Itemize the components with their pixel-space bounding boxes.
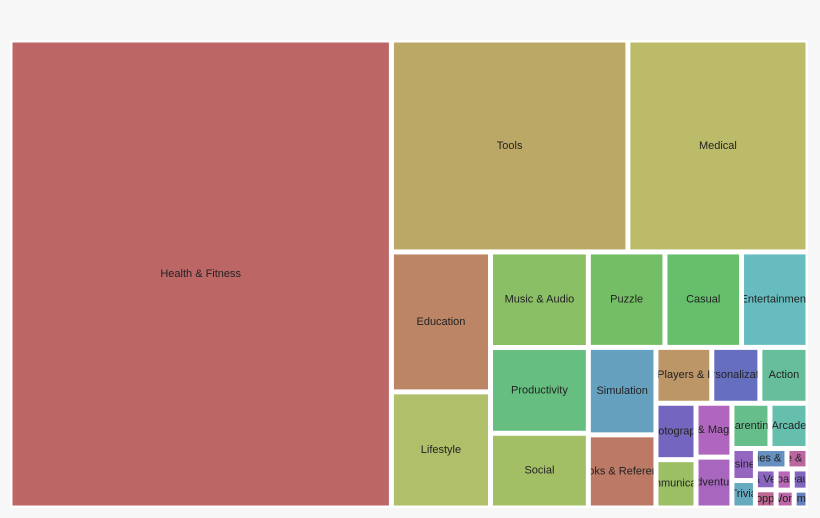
tile-label: Music & Audio bbox=[505, 294, 575, 306]
tile-label: Casual bbox=[686, 294, 720, 306]
treemap-tile bbox=[757, 450, 785, 467]
treemap-tile bbox=[789, 450, 806, 467]
tile-label: Shopping bbox=[742, 493, 789, 505]
treemap-tile bbox=[796, 492, 806, 506]
treemap-tile bbox=[393, 254, 489, 390]
tile-label: Medical bbox=[699, 140, 737, 152]
tile-label: Lifestyle bbox=[421, 444, 461, 456]
tile-label: Tools bbox=[497, 140, 523, 152]
tile-label: Beauty bbox=[783, 473, 818, 485]
treemap-tile bbox=[393, 394, 489, 506]
tile-label: Communication bbox=[638, 478, 714, 490]
treemap-tile bbox=[493, 435, 586, 506]
treemap-tile bbox=[493, 350, 586, 431]
treemap-tile bbox=[393, 42, 626, 250]
tile-label: Arcade bbox=[772, 420, 807, 432]
tile-label: Photography bbox=[645, 425, 708, 437]
tile-label: Trivia bbox=[730, 488, 757, 500]
treemap-tile bbox=[590, 437, 654, 506]
treemap-tile bbox=[590, 254, 663, 345]
treemap-tile bbox=[658, 405, 694, 458]
tile-label: Education bbox=[416, 316, 465, 328]
tile-label: Auto & Vehicles bbox=[727, 473, 805, 485]
tile-label: Health & Fitness bbox=[160, 268, 241, 280]
treemap-tile bbox=[714, 349, 758, 401]
tile-label: Personalization bbox=[698, 369, 773, 381]
treemap-tile bbox=[658, 349, 710, 401]
treemap-tile bbox=[757, 492, 774, 506]
tile-label: House & Home bbox=[760, 453, 820, 465]
treemap-tile bbox=[762, 349, 806, 401]
tile-label: Entertainment bbox=[741, 294, 809, 306]
tile-label: Puzzle bbox=[610, 294, 643, 306]
treemap-tile bbox=[698, 405, 730, 455]
tile-label: Comics bbox=[783, 493, 820, 505]
treemap-tile bbox=[667, 254, 740, 345]
tile-label: News & Magazines bbox=[667, 424, 762, 436]
treemap-tile bbox=[12, 42, 389, 506]
treemap-tile bbox=[772, 405, 806, 446]
tile-label: Parenting bbox=[727, 420, 774, 432]
tile-label: Business bbox=[721, 458, 766, 470]
treemap-tile bbox=[590, 349, 654, 433]
treemap-tile bbox=[778, 492, 792, 506]
tile-label: Adventure bbox=[689, 476, 739, 488]
treemap-tile bbox=[493, 254, 586, 346]
tile-label: Action bbox=[769, 369, 800, 381]
tile-label: Libraries & Demo bbox=[729, 453, 814, 465]
tile-label: Board bbox=[769, 473, 798, 485]
tile-label: Productivity bbox=[511, 384, 568, 396]
treemap-tile bbox=[757, 471, 774, 488]
treemap-tile bbox=[734, 483, 753, 506]
treemap-tile bbox=[630, 42, 806, 250]
tile-label: Video Players & Editors bbox=[626, 369, 742, 381]
treemap-tile bbox=[698, 459, 730, 506]
treemap-tile bbox=[778, 471, 790, 488]
tile-label: Social bbox=[524, 465, 554, 477]
treemap-tile bbox=[658, 462, 694, 506]
treemap-tile bbox=[734, 450, 753, 479]
tile-label: Simulation bbox=[596, 385, 647, 397]
treemap-tile bbox=[744, 254, 806, 345]
tile-label: Books & Reference bbox=[575, 465, 670, 477]
treemap-tile bbox=[794, 471, 806, 488]
tile-label: Word bbox=[772, 493, 798, 505]
treemap-tile bbox=[734, 405, 768, 446]
